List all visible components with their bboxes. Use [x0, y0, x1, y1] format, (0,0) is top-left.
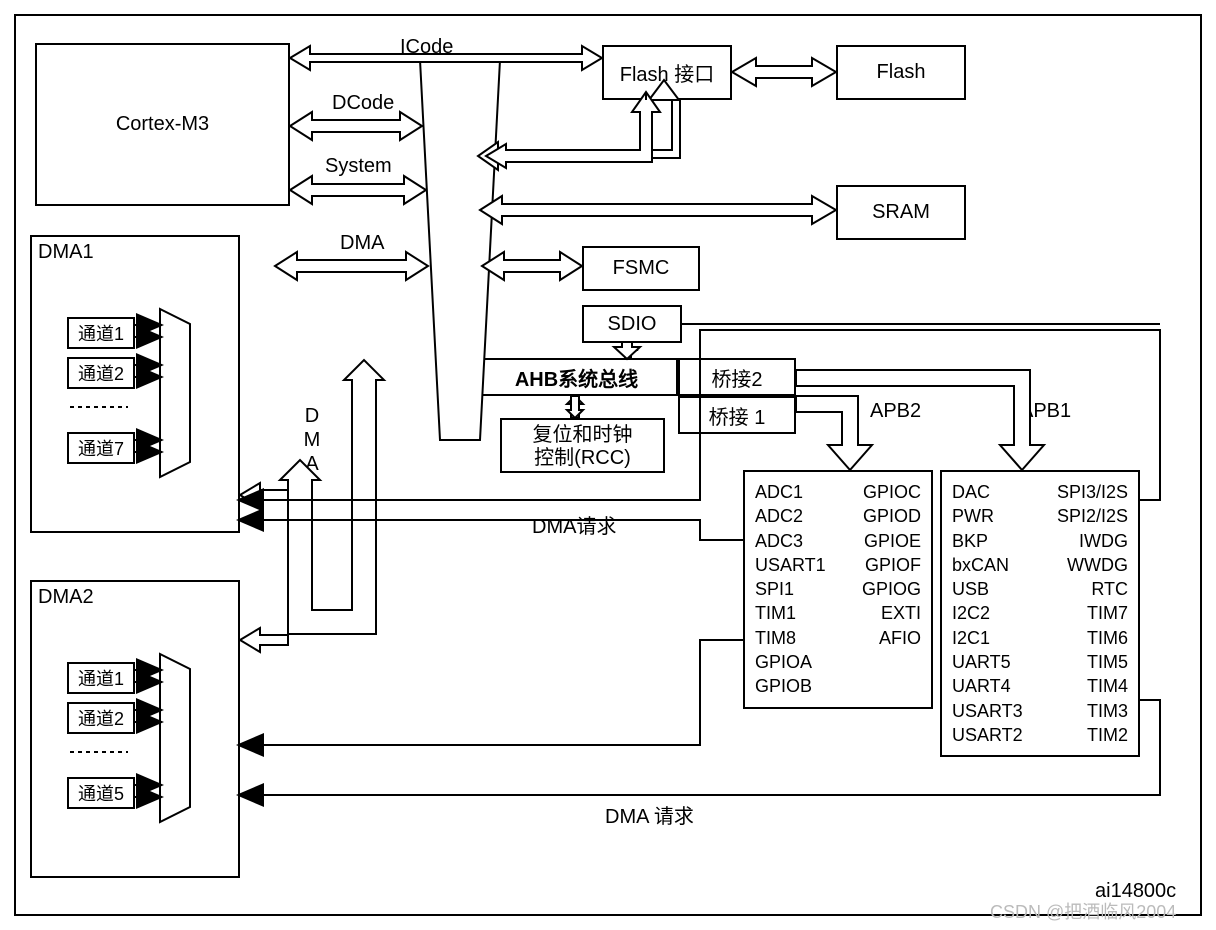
fsmc-block: FSMC: [582, 246, 700, 291]
apb2-peripherals: ADC1 GPIOC ADC2 GPIOD ADC3 GPIOE USART1 GPIOF SP…: [743, 470, 933, 709]
dma-req1-label: DMA请求: [532, 510, 616, 539]
peripheral: GPIOE: [864, 529, 921, 553]
peripheral: I2C2: [952, 601, 990, 625]
cortex-label: Cortex-M3: [116, 113, 209, 136]
peripheral: USART3: [952, 699, 1023, 723]
rcc-block: 复位和时钟 控制(RCC): [500, 418, 665, 473]
peripheral: TIM3: [1087, 699, 1128, 723]
sdio-block: SDIO: [582, 305, 682, 343]
peripheral: RTC: [1091, 577, 1128, 601]
peripheral: DAC: [952, 480, 990, 504]
peripheral: GPIOA: [755, 650, 812, 674]
peripheral: GPIOC: [863, 480, 921, 504]
peripheral: UART5: [952, 650, 1011, 674]
dma-req2-label: DMA 请求: [605, 800, 694, 829]
watermark: CSDN @把酒临风2004: [990, 898, 1176, 924]
dma1-ch1: 通道1: [67, 317, 135, 349]
ahb-block: AHB系统总线: [475, 358, 678, 396]
apb2-label: APB2: [870, 400, 921, 423]
dma1-ch2: 通道2: [67, 357, 135, 389]
dma1-title: DMA1: [38, 241, 94, 264]
busmatrix-label: 总线矩阵: [438, 170, 470, 282]
dma1-ch7: 通道7: [67, 432, 135, 464]
icode-label: ICode: [400, 36, 453, 59]
dma-label: DMA: [340, 232, 384, 255]
peripheral: bxCAN: [952, 553, 1009, 577]
peripheral: IWDG: [1079, 529, 1128, 553]
dma-vert-label: DMA: [300, 405, 323, 477]
system-label: System: [325, 155, 392, 178]
peripheral: TIM4: [1087, 674, 1128, 698]
peripheral: TIM6: [1087, 626, 1128, 650]
peripheral: ADC3: [755, 529, 803, 553]
dma2-title: DMA2: [38, 586, 94, 609]
peripheral: GPIOF: [865, 553, 921, 577]
dcode-label: DCode: [332, 92, 394, 115]
peripheral: BKP: [952, 529, 988, 553]
peripheral: GPIOG: [862, 577, 921, 601]
peripheral: UART4: [952, 674, 1011, 698]
dma1-block: DMA1 通道1 通道2 通道7: [30, 235, 240, 533]
flash-if-block: Flash 接口: [602, 45, 732, 100]
peripheral: TIM7: [1087, 601, 1128, 625]
peripheral: ADC1: [755, 480, 803, 504]
peripheral: AFIO: [879, 626, 921, 650]
apb1-label: APB1: [1020, 400, 1071, 423]
peripheral: SPI3/I2S: [1057, 480, 1128, 504]
peripheral: SPI2/I2S: [1057, 504, 1128, 528]
peripheral: TIM8: [755, 626, 796, 650]
peripheral: TIM2: [1087, 723, 1128, 747]
peripheral: USART2: [952, 723, 1023, 747]
peripheral: ADC2: [755, 504, 803, 528]
sram-block: SRAM: [836, 185, 966, 240]
peripheral: EXTI: [881, 601, 921, 625]
peripheral: PWR: [952, 504, 994, 528]
peripheral: TIM5: [1087, 650, 1128, 674]
bridge2-block: 桥接2: [678, 358, 796, 396]
cortex-m3-block: Cortex-M3: [35, 43, 290, 206]
peripheral: TIM1: [755, 601, 796, 625]
peripheral: WWDG: [1067, 553, 1128, 577]
peripheral: GPIOD: [863, 504, 921, 528]
dma2-ch2: 通道2: [67, 702, 135, 734]
dma2-ch5: 通道5: [67, 777, 135, 809]
peripheral: USART1: [755, 553, 826, 577]
peripheral: USB: [952, 577, 989, 601]
dma2-block: DMA2 通道1 通道2 通道5: [30, 580, 240, 878]
peripheral: SPI1: [755, 577, 794, 601]
peripheral: I2C1: [952, 626, 990, 650]
bridge1-block: 桥接 1: [678, 396, 796, 434]
peripheral: GPIOB: [755, 674, 812, 698]
flash-block: Flash: [836, 45, 966, 100]
dma2-ch1: 通道1: [67, 662, 135, 694]
apb1-peripherals: DAC SPI3/I2S PWR SPI2/I2S BKP IWDG bxCAN WWDG US…: [940, 470, 1140, 757]
